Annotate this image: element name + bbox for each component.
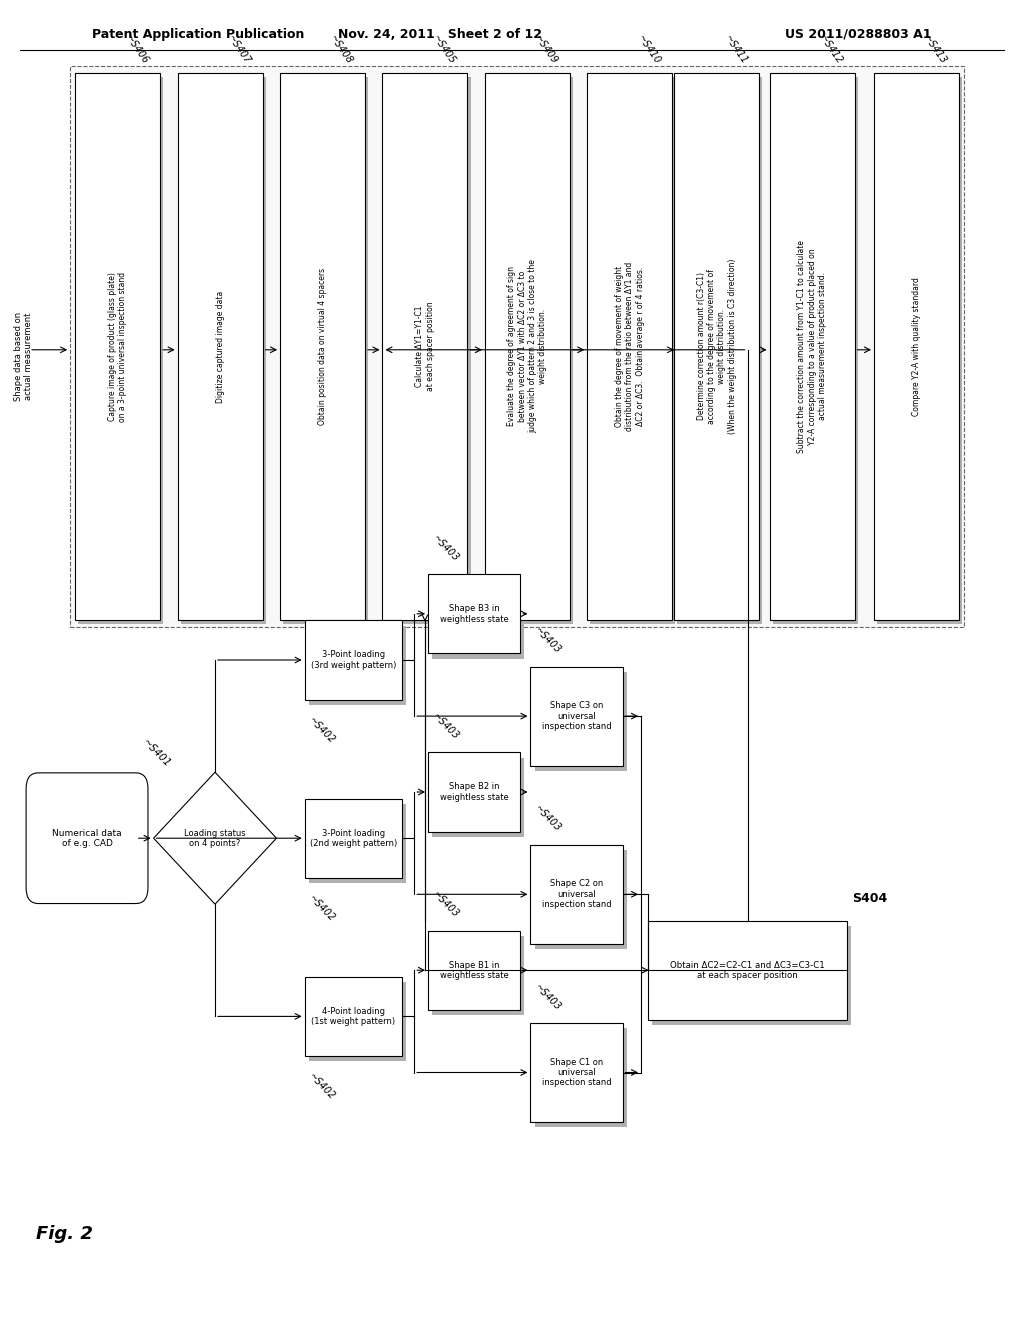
Text: ~S403: ~S403	[532, 982, 563, 1012]
Text: ~S403: ~S403	[430, 711, 461, 742]
FancyBboxPatch shape	[530, 667, 623, 766]
Text: Determine correction amount r(C3-C1)
according to the degree of movement of
weig: Determine correction amount r(C3-C1) acc…	[696, 259, 737, 434]
Text: Obtain position data on virtual 4 spacers: Obtain position data on virtual 4 spacer…	[318, 268, 327, 425]
Text: S404: S404	[852, 892, 888, 906]
Text: ~S401: ~S401	[141, 737, 173, 768]
FancyBboxPatch shape	[535, 1028, 627, 1127]
FancyBboxPatch shape	[428, 752, 520, 832]
Polygon shape	[154, 772, 276, 904]
Text: ~S405: ~S405	[430, 33, 458, 66]
Text: Compare Y2-A with quality standard: Compare Y2-A with quality standard	[912, 277, 921, 416]
Text: Shape data based on
actual measurement: Shape data based on actual measurement	[14, 312, 33, 401]
Text: 3-Point loading
(2nd weight pattern): 3-Point loading (2nd weight pattern)	[309, 829, 397, 847]
Text: ~S403: ~S403	[532, 804, 563, 834]
FancyBboxPatch shape	[383, 73, 467, 620]
Text: Fig. 2: Fig. 2	[36, 1225, 93, 1243]
FancyBboxPatch shape	[488, 77, 573, 624]
Text: 4-Point loading
(1st weight pattern): 4-Point loading (1st weight pattern)	[311, 1007, 395, 1026]
FancyBboxPatch shape	[432, 579, 524, 659]
Text: Subtract the correction amount from Y1-C1 to calculate
Y2-A corresponding to a v: Subtract the correction amount from Y1-C…	[797, 240, 827, 453]
FancyBboxPatch shape	[305, 620, 401, 700]
FancyBboxPatch shape	[485, 73, 569, 620]
FancyBboxPatch shape	[76, 73, 161, 620]
FancyBboxPatch shape	[178, 73, 262, 620]
Text: Shape C1 on
universal
inspection stand: Shape C1 on universal inspection stand	[542, 1057, 611, 1088]
Text: Obtain the degree of movement of weight
distribution from the ratio between ΔY1 : Obtain the degree of movement of weight …	[614, 261, 645, 432]
FancyBboxPatch shape	[530, 845, 623, 944]
FancyBboxPatch shape	[428, 931, 520, 1010]
Text: ~S402: ~S402	[307, 715, 337, 746]
FancyBboxPatch shape	[70, 66, 965, 627]
Text: Nov. 24, 2011   Sheet 2 of 12: Nov. 24, 2011 Sheet 2 of 12	[338, 28, 543, 41]
FancyBboxPatch shape	[305, 799, 401, 878]
Text: ~S408: ~S408	[328, 33, 355, 66]
Text: Loading status
on 4 points?: Loading status on 4 points?	[184, 829, 246, 847]
Text: ~S403: ~S403	[430, 890, 461, 920]
Text: ~S412: ~S412	[817, 33, 845, 66]
Text: Shape B2 in
weightless state: Shape B2 in weightless state	[439, 783, 509, 801]
FancyBboxPatch shape	[530, 1023, 623, 1122]
Text: ~S411: ~S411	[722, 33, 750, 66]
Text: Calculate ΔY1=Y1-C1
at each spacer position: Calculate ΔY1=Y1-C1 at each spacer posit…	[416, 302, 434, 391]
Text: Patent Application Publication: Patent Application Publication	[92, 28, 304, 41]
FancyBboxPatch shape	[770, 73, 854, 620]
Text: Evaluate the degree of agreement of sign
between vector ΔY1 with ΔC2 or ΔC3 to
j: Evaluate the degree of agreement of sign…	[507, 260, 548, 433]
Text: Shape C3 on
universal
inspection stand: Shape C3 on universal inspection stand	[542, 701, 611, 731]
FancyBboxPatch shape	[588, 73, 672, 620]
FancyBboxPatch shape	[283, 77, 369, 624]
FancyBboxPatch shape	[305, 977, 401, 1056]
Text: ~S402: ~S402	[307, 894, 337, 924]
FancyBboxPatch shape	[309, 804, 406, 883]
Text: Shape B1 in
weightless state: Shape B1 in weightless state	[439, 961, 509, 979]
FancyBboxPatch shape	[385, 77, 471, 624]
FancyBboxPatch shape	[432, 758, 524, 837]
FancyBboxPatch shape	[877, 77, 963, 624]
FancyBboxPatch shape	[874, 73, 958, 620]
FancyBboxPatch shape	[309, 626, 406, 705]
FancyBboxPatch shape	[428, 574, 520, 653]
Text: ~S410: ~S410	[635, 33, 663, 66]
FancyBboxPatch shape	[651, 927, 851, 1024]
Text: ~S409: ~S409	[532, 33, 560, 66]
Text: Digitize captured image data: Digitize captured image data	[216, 290, 224, 403]
FancyBboxPatch shape	[535, 672, 627, 771]
Text: 3-Point loading
(3rd weight pattern): 3-Point loading (3rd weight pattern)	[310, 651, 396, 669]
FancyBboxPatch shape	[79, 77, 164, 624]
FancyBboxPatch shape	[27, 774, 147, 903]
FancyBboxPatch shape	[180, 77, 266, 624]
Text: ~S402: ~S402	[307, 1072, 337, 1102]
Text: ~S403: ~S403	[430, 533, 461, 564]
Text: ~S407: ~S407	[225, 33, 253, 66]
FancyBboxPatch shape	[647, 921, 847, 1019]
Text: US 2011/0288803 A1: US 2011/0288803 A1	[785, 28, 932, 41]
FancyBboxPatch shape	[281, 73, 366, 620]
FancyBboxPatch shape	[309, 982, 406, 1061]
FancyBboxPatch shape	[590, 77, 676, 624]
Text: ~S403: ~S403	[532, 626, 563, 656]
Text: Capture image of product (glass plate)
on a 3-point universal inspection stand: Capture image of product (glass plate) o…	[109, 272, 127, 421]
FancyBboxPatch shape	[773, 77, 858, 624]
Text: Numerical data
of e.g. CAD: Numerical data of e.g. CAD	[52, 829, 122, 847]
Text: ~S413: ~S413	[922, 33, 949, 66]
Text: Obtain ΔC2=C2-C1 and ΔC3=C3-C1
at each spacer position: Obtain ΔC2=C2-C1 and ΔC3=C3-C1 at each s…	[670, 961, 825, 979]
FancyBboxPatch shape	[535, 850, 627, 949]
FancyBboxPatch shape	[674, 73, 759, 620]
Text: Shape C2 on
universal
inspection stand: Shape C2 on universal inspection stand	[542, 879, 611, 909]
Text: Shape B3 in
weightless state: Shape B3 in weightless state	[439, 605, 509, 623]
FancyBboxPatch shape	[432, 936, 524, 1015]
Text: ~S406: ~S406	[123, 33, 151, 66]
FancyBboxPatch shape	[678, 77, 762, 624]
